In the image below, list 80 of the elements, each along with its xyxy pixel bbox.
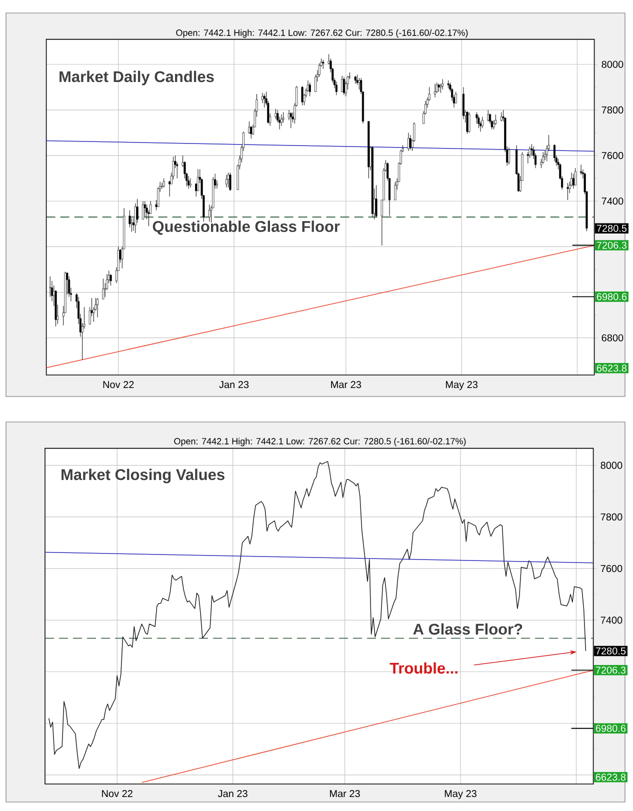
- ref-line-label: 6980.6: [596, 293, 627, 300]
- candlestick: [318, 62, 320, 78]
- candlestick: [110, 274, 112, 286]
- candlestick: [530, 144, 533, 156]
- x-tick-label: May 23: [444, 790, 476, 800]
- candlestick: [335, 81, 338, 96]
- candlestick: [494, 114, 497, 126]
- candlestick: [274, 108, 277, 120]
- candlestick: [442, 78, 444, 90]
- x-tick-label: Mar 23: [331, 381, 362, 388]
- candlestick: [508, 147, 510, 165]
- candlestick: [462, 86, 464, 120]
- x-tick-label: Jan 23: [218, 790, 248, 798]
- candlestick: [434, 83, 436, 98]
- y-tick-label: 8000: [600, 462, 622, 469]
- candlestick: [263, 94, 266, 108]
- candlestick: [580, 164, 582, 176]
- x-tick-label: Mar 23: [330, 790, 360, 798]
- ref-line-label: 7206.3: [596, 666, 626, 674]
- annotation: Questionable Glass Floor: [152, 220, 340, 235]
- y-tick-label: 7400: [600, 616, 622, 624]
- x-tick-label: Jan 23: [219, 381, 249, 388]
- y-tick-label: 7600: [602, 152, 624, 160]
- y-tick-label: 7800: [602, 106, 624, 114]
- candlestick: [478, 115, 480, 128]
- y-tick-label: 7600: [600, 565, 622, 572]
- candlestick: [487, 110, 490, 122]
- x-tick-label: Nov 22: [102, 790, 132, 798]
- annotation: Trouble...: [390, 662, 458, 674]
- candlestick: [301, 86, 304, 106]
- candlestick: [466, 110, 468, 134]
- line-series: [48, 461, 586, 769]
- y-tick-label: 8000: [602, 60, 624, 68]
- candlestick: [308, 82, 311, 97]
- candlestick: [142, 200, 144, 220]
- candlestick: [229, 172, 232, 192]
- candlestick: [282, 112, 284, 123]
- x-tick-label: Nov 22: [103, 381, 134, 388]
- candlestick: [322, 60, 324, 70]
- text: Market Closing Values: [62, 468, 224, 484]
- candlestick: [187, 176, 190, 189]
- candlestick: [227, 172, 230, 188]
- candlestick: [314, 74, 317, 92]
- candlestick: [248, 121, 250, 134]
- annotation: A Glass Floor?: [413, 623, 522, 635]
- chart-subtitle: Open: 7442.1 High: 7442.1 Low: 7267.62 Cur: 7280.5 (-161.60/-02.17%): [174, 438, 466, 446]
- candlestick: [574, 168, 576, 186]
- candlestick: [280, 114, 282, 126]
- candlestick: [162, 178, 165, 188]
- candlestick: [481, 116, 484, 128]
- candlestick: [375, 184, 378, 218]
- candlestick: [128, 210, 131, 228]
- candlestick: [454, 91, 457, 104]
- candlestick: [144, 200, 146, 218]
- candlestick: [358, 78, 360, 90]
- candlestick: [341, 76, 344, 92]
- text: Market Daily Candles: [60, 70, 214, 86]
- candlestick: [394, 181, 396, 200]
- candlestick: [566, 182, 569, 200]
- y-tick-label: 7800: [600, 513, 622, 520]
- candlestick: [436, 82, 438, 94]
- text: 6623.8: [596, 364, 627, 372]
- y-tick-label: 7400: [602, 198, 624, 205]
- candlestick: [134, 203, 136, 234]
- text: 6623.8: [596, 774, 626, 781]
- x-tick-label: May 23: [446, 381, 478, 390]
- candlestick: [96, 298, 99, 318]
- annotation: 7280.5: [596, 647, 626, 655]
- annotation: 7280.5: [596, 224, 627, 232]
- chart-subtitle: Open: 7442.1 High: 7442.1 Low: 7267.62 Cur: 7280.5 (-161.60/-02.17%): [176, 29, 468, 38]
- ref-line-label: 6980.6: [596, 724, 626, 732]
- y-tick-label: 6800: [602, 334, 624, 342]
- candlestick: [542, 152, 544, 164]
- candlestick: [476, 112, 478, 124]
- ref-line-label: 7206.3: [596, 242, 627, 249]
- candlestick: [102, 278, 104, 300]
- candlestick: [189, 178, 192, 188]
- candlestick: [225, 174, 228, 188]
- candlestick: [468, 112, 470, 133]
- candlestick: [208, 204, 210, 222]
